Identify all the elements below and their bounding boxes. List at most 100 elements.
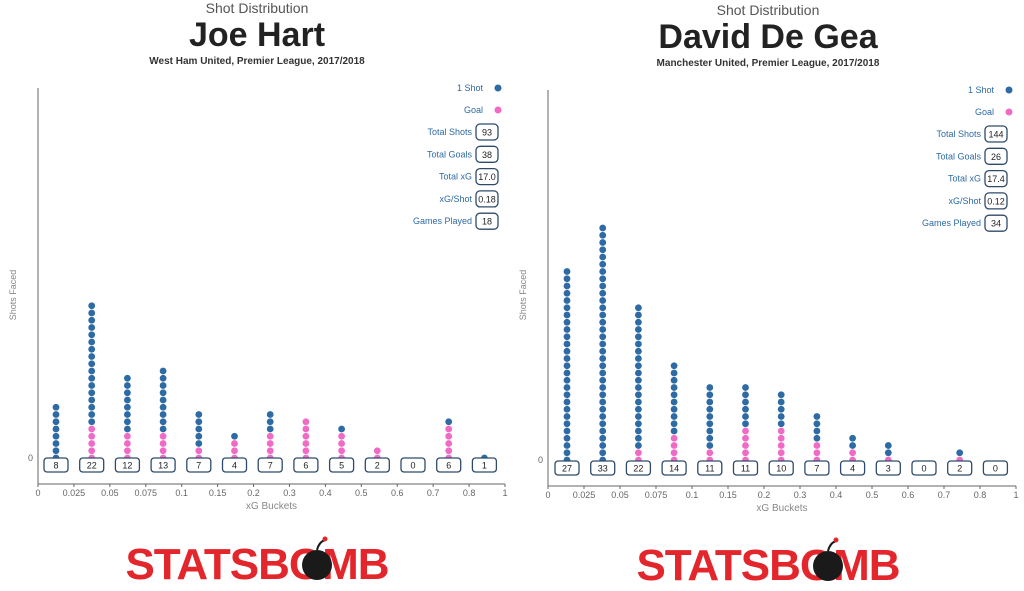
goal-dot [266,440,274,447]
bucket-count-box [186,457,212,473]
shot-dot [777,398,785,406]
shot-dot [563,333,571,341]
shot-dot [599,369,607,377]
shot-dot [884,442,892,449]
shot-dot [599,434,607,442]
goal-dot [159,432,167,440]
shot-dot [635,442,642,449]
shot-dot [599,347,607,355]
x-axis-label: xG Buckets [246,501,297,512]
shot-dot [563,340,571,348]
shot-dot [563,297,571,304]
shot-dot [159,374,167,382]
goal-dot [338,432,345,440]
shot-dot [742,405,749,413]
shot-dot [563,318,571,326]
goal-dot [88,425,96,433]
shot-dot [52,432,60,440]
stat-label: Total Shots [936,129,981,139]
bucket-count-box [400,457,426,473]
shot-dot [88,309,96,317]
shot-dot [599,362,607,370]
shot-dot [88,302,96,310]
stat-label: xG/Shot [439,194,472,204]
shot-dot [159,367,167,375]
stat-label: Total Goals [936,151,982,161]
stat-value: 0.12 [987,196,1005,206]
shot-dot [599,224,607,232]
bucket-count-box [875,460,901,476]
shot-dot [670,384,678,391]
shot-dot [563,405,571,413]
x-tick-label: 0.15 [209,488,227,498]
shot-dot [563,449,571,457]
goal-dot [124,447,131,455]
bucket-count-box [221,457,248,473]
shot-dot [742,420,749,428]
goal-dot [670,449,678,457]
shot-dot [599,420,607,428]
statsbomb-logo: STATSBOMB [125,536,390,589]
goal-dot [813,442,821,449]
bucket-count-box [839,460,866,476]
shot-dot [195,418,203,426]
bucket-count-box [590,460,616,476]
shot-dot [742,391,749,399]
stat-label: Total xG [948,174,981,184]
goal-dot [445,440,453,447]
stat-value-box [984,147,1008,165]
shot-dot [635,413,642,420]
goal-dot [124,440,131,447]
shot-dot [777,405,785,413]
legend-marker-goal [1005,108,1013,116]
shot-dot [124,382,131,389]
bucket-count-box [554,460,580,476]
bucket-count-label: 13 [158,461,168,471]
shot-dot [52,411,60,418]
shot-dot [563,427,571,435]
shot-dot [635,427,642,435]
bucket-count-label: 1 [482,461,487,471]
bucket-count-box [732,460,759,476]
bucket-count-label: 2 [957,464,962,474]
goal-dot [373,447,381,455]
bucket-count-box [328,457,355,473]
shot-dot [52,440,60,447]
bucket-count-box [982,460,1009,476]
statsbomb-logo: STATSBOMB [636,537,901,590]
goal-dot [302,418,310,426]
bucket-count-label: 5 [339,461,344,471]
stat-label: xG/Shot [948,196,981,206]
x-tick-label: 0.075 [645,490,668,500]
legend-label-shot: 1 Shot [968,85,995,95]
shot-dot [670,376,678,384]
shot-dot [635,311,642,319]
chart-caption: West Ham United, Premier League, 2017/20… [149,56,365,67]
x-tick-label: 0.5 [355,488,368,498]
bucket-count-box [911,460,937,476]
shot-dot [706,413,714,420]
shot-dot [563,434,571,442]
bucket-count-box [661,460,687,476]
shot-dot [88,367,96,375]
x-tick-label: 0.1 [175,488,188,498]
shot-dot [635,340,642,348]
shot-dot [599,282,607,290]
shot-dot [670,391,678,399]
x-tick-label: 0.8 [463,488,476,498]
shot-dot [88,360,96,368]
shot-dot [88,382,96,389]
shot-dot [599,326,607,333]
shot-dot [742,398,749,406]
shot-dot [563,376,571,384]
shot-dot [159,411,167,418]
bucket-count-label: 27 [562,464,572,474]
bucket-count-box [947,460,973,476]
bucket-count-label: 6 [446,461,451,471]
shot-dot [88,353,96,360]
shot-dot [635,318,642,326]
stat-value-box [475,123,499,141]
goal-dot [124,432,131,440]
